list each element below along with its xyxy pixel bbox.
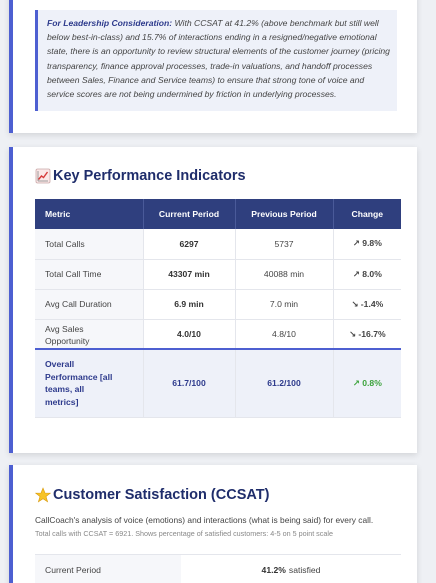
overall-performance-row: Overall Performance [all teams, all metr…	[35, 348, 401, 418]
leadership-card: For Leadership Consideration: With CCSAT…	[9, 0, 417, 133]
leadership-body: With CCSAT at 41.2% (above benchmark but…	[47, 18, 390, 100]
change-cell: ↗ 9.8%	[333, 229, 401, 260]
table-row: Total Calls 6297 5737 ↗ 9.8%	[35, 229, 401, 260]
ccsat-title: Customer Satisfaction (CCSAT)	[53, 487, 270, 503]
metric-cell: Total Calls	[35, 229, 144, 260]
table-row: Avg Sales Opportunity 4.0/10 4.8/10 ↘ -1…	[35, 319, 401, 350]
kpi-title: Key Performance Indicators	[53, 168, 246, 184]
header-change: Change	[333, 199, 401, 229]
period-label: Current Period	[35, 555, 181, 583]
metric-cell: Total Call Time	[35, 259, 144, 290]
satisfaction-value: 41.2% satisfied	[181, 555, 401, 583]
header-current-period: Current Period	[143, 199, 236, 229]
previous-cell: 7.0 min	[235, 289, 334, 320]
header-metric: Metric	[35, 199, 144, 229]
chart-increasing-icon	[35, 168, 51, 184]
change-cell: ↗ 8.0%	[333, 259, 401, 290]
change-cell: ↗ 0.8%	[333, 348, 401, 418]
current-cell: 61.7/100	[143, 348, 236, 418]
kpi-table: Metric Current Period Previous Period Ch…	[35, 199, 401, 418]
satisfaction-suffix: satisfied	[288, 564, 321, 575]
change-cell: ↘ -1.4%	[333, 289, 401, 320]
current-cell: 6.9 min	[143, 289, 236, 320]
leadership-text: For Leadership Consideration: With CCSAT…	[47, 16, 391, 101]
previous-cell: 5737	[235, 229, 334, 260]
change-cell: ↘ -16.7%	[333, 319, 401, 350]
ccsat-card: Customer Satisfaction (CCSAT) CallCoach'…	[9, 465, 417, 583]
kpi-card: Key Performance Indicators Metric Curren…	[9, 147, 417, 453]
metric-cell: Overall Performance [all teams, all metr…	[35, 348, 144, 418]
metric-cell: Avg Sales Opportunity	[35, 319, 144, 350]
ccsat-description: CallCoach's analysis of voice (emotions)…	[35, 515, 374, 525]
previous-cell: 4.8/10	[235, 319, 334, 350]
ccsat-section-title: Customer Satisfaction (CCSAT)	[35, 487, 269, 503]
star-icon	[35, 487, 51, 503]
kpi-header-row: Metric Current Period Previous Period Ch…	[35, 199, 401, 229]
table-row: Total Call Time 43307 min 40088 min ↗ 8.…	[35, 259, 401, 290]
previous-cell: 40088 min	[235, 259, 334, 290]
ccsat-note: Total calls with CCSAT = 6921. Shows per…	[35, 529, 333, 538]
table-row: Avg Call Duration 6.9 min 7.0 min ↘ -1.4…	[35, 289, 401, 320]
leadership-label: For Leadership Consideration:	[47, 18, 173, 28]
current-cell: 43307 min	[143, 259, 236, 290]
current-cell: 6297	[143, 229, 236, 260]
kpi-section-title: Key Performance Indicators	[35, 168, 246, 184]
table-row: Current Period 41.2% satisfied	[35, 554, 401, 583]
metric-cell: Avg Call Duration	[35, 289, 144, 320]
previous-cell: 61.2/100	[235, 348, 334, 418]
leadership-callout: For Leadership Consideration: With CCSAT…	[35, 10, 397, 111]
header-previous-period: Previous Period	[235, 199, 334, 229]
satisfaction-percent: 41.2%	[261, 564, 286, 575]
current-cell: 4.0/10	[143, 319, 236, 350]
